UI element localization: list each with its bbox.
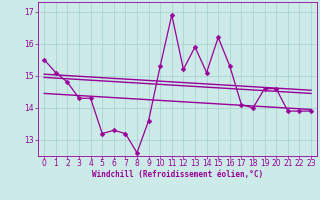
X-axis label: Windchill (Refroidissement éolien,°C): Windchill (Refroidissement éolien,°C) (92, 170, 263, 179)
